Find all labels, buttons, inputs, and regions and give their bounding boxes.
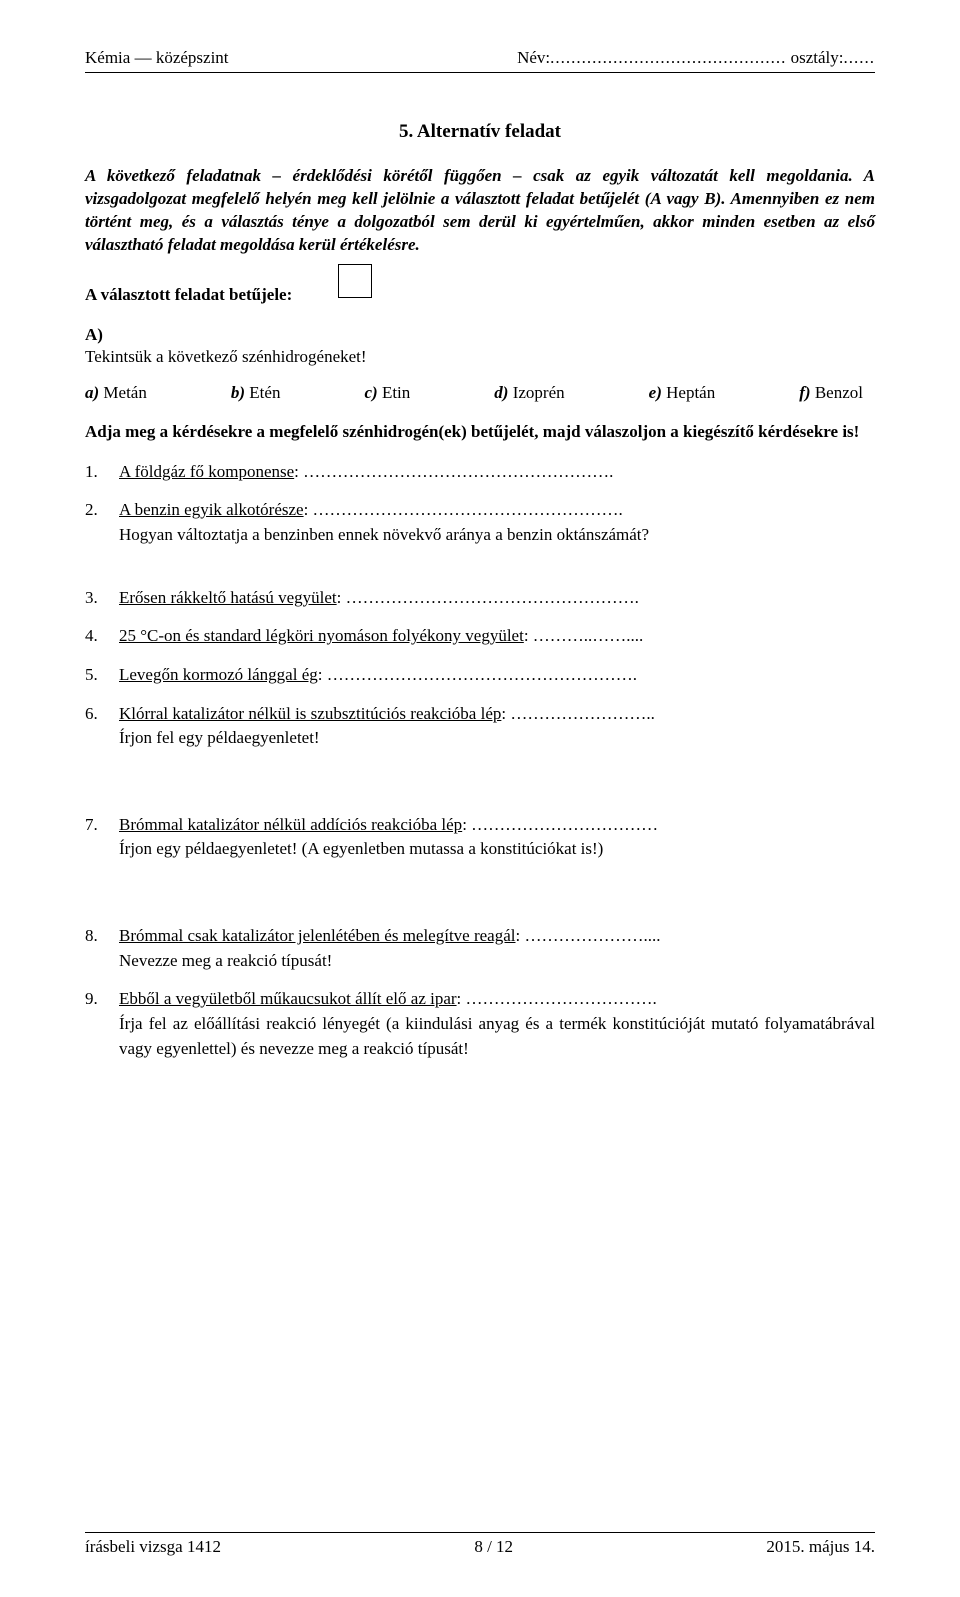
question-item: 5.Levegőn kormozó lánggal ég: …………………………… (85, 663, 875, 688)
question-extra: Nevezze meg a reakció típusát! (119, 951, 332, 970)
question-extra: Írjon fel egy példaegyenletet! (119, 728, 320, 747)
name-label: Név: (517, 48, 550, 67)
question-item: 2.A benzin egyik alkotórésze: …………………………… (85, 498, 875, 547)
question-item: 8.Brómmal csak katalizátor jelenlétében … (85, 924, 875, 973)
question-list: 1.A földgáz fő komponense: …………………………………… (85, 460, 875, 1062)
question-tail: : …………………………… (462, 815, 658, 834)
question-body: A földgáz fő komponense: ………………………………………… (119, 460, 875, 485)
question-underlined: A benzin egyik alkotórésze (119, 500, 304, 519)
question-underlined: Levegőn kormozó lánggal ég (119, 665, 318, 684)
question-underlined: Brómmal csak katalizátor jelenlétében és… (119, 926, 516, 945)
question-underlined: A földgáz fő komponense (119, 462, 294, 481)
question-item: 1.A földgáz fő komponense: …………………………………… (85, 460, 875, 485)
question-tail: : ………………….... (516, 926, 661, 945)
chosen-letter-row: A választott feladat betűjele: (85, 285, 875, 305)
question-item: 9.Ebből a vegyületből műkaucsukot állít … (85, 987, 875, 1061)
question-underlined: Ebből a vegyületből műkaucsukot állít el… (119, 989, 457, 1008)
question-body: Levegőn kormozó lánggal ég: ………………………………… (119, 663, 875, 688)
question-body: Erősen rákkeltő hatású vegyület: …………………… (119, 586, 875, 611)
class-label: osztály: (791, 48, 844, 67)
section-a-label: A) (85, 325, 875, 345)
question-extra: Írja fel az előállítási reakció lényegét… (119, 1014, 875, 1058)
option-d: d) Izoprén (494, 383, 564, 403)
question-body: A benzin egyik alkotórésze: ………………………………… (119, 498, 875, 547)
option-a: a) Metán (85, 383, 147, 403)
question-number: 7. (85, 813, 119, 862)
question-number: 9. (85, 987, 119, 1061)
options-row: a) Metán b) Etén c) Etin d) Izoprén e) H… (85, 383, 875, 403)
question-tail: : ……………………………. (457, 989, 657, 1008)
question-body: Brómmal csak katalizátor jelenlétében és… (119, 924, 875, 973)
chosen-letter-box[interactable] (338, 264, 372, 298)
question-underlined: Klórral katalizátor nélkül is szubsztitú… (119, 704, 501, 723)
question-body: 25 °C-on és standard légköri nyomáson fo… (119, 624, 875, 649)
option-e: e) Heptán (649, 383, 716, 403)
section-a-subtitle: Tekintsük a következő szénhidrogéneket! (85, 347, 875, 367)
footer-left: írásbeli vizsga 1412 (85, 1537, 221, 1557)
option-f: f) Benzol (799, 383, 863, 403)
question-item: 6.Klórral katalizátor nélkül is szubszti… (85, 702, 875, 751)
question-body: Brómmal katalizátor nélkül addíciós reak… (119, 813, 875, 862)
page-header: Kémia — középszint Név:.................… (85, 48, 875, 68)
question-number: 2. (85, 498, 119, 547)
option-c: c) Etin (364, 383, 410, 403)
question-extra: Írjon egy példaegyenletet! (A egyenletbe… (119, 839, 603, 858)
question-number: 3. (85, 586, 119, 611)
question-body: Ebből a vegyületből műkaucsukot állít el… (119, 987, 875, 1061)
question-number: 1. (85, 460, 119, 485)
question-tail: : ………………………………………………. (318, 665, 637, 684)
question-extra: Hogyan változtatja a benzinben ennek növ… (119, 525, 649, 544)
question-tail: : ……………………………………………. (337, 588, 639, 607)
footer-right: 2015. május 14. (766, 1537, 875, 1557)
question-tail: : …………………….. (501, 704, 654, 723)
question-underlined: Erősen rákkeltő hatású vegyület (119, 588, 337, 607)
question-tail: : ………………………………………………. (304, 500, 623, 519)
header-subject: Kémia — középszint (85, 48, 229, 68)
question-number: 6. (85, 702, 119, 751)
class-dots: ...... (844, 48, 876, 67)
task-title: 5. Alternatív feladat (85, 121, 875, 143)
question-item: 4.25 °C-on és standard légköri nyomáson … (85, 624, 875, 649)
option-b: b) Etén (231, 383, 281, 403)
question-number: 8. (85, 924, 119, 973)
question-item: 3.Erősen rákkeltő hatású vegyület: ……………… (85, 586, 875, 611)
question-underlined: Brómmal katalizátor nélkül addíciós reak… (119, 815, 462, 834)
question-body: Klórral katalizátor nélkül is szubsztitú… (119, 702, 875, 751)
footer-center: 8 / 12 (474, 1537, 513, 1557)
question-number: 5. (85, 663, 119, 688)
footer-rule (85, 1532, 875, 1533)
name-dots: ........................................… (550, 48, 786, 67)
question-tail: : ………..…….... (524, 626, 643, 645)
question-tail: : ………………………………………………. (294, 462, 613, 481)
chosen-letter-label: A választott feladat betűjele: (85, 285, 292, 305)
question-underlined: 25 °C-on és standard légköri nyomáson fo… (119, 626, 524, 645)
question-item: 7.Brómmal katalizátor nélkül addíciós re… (85, 813, 875, 862)
page-footer: írásbeli vizsga 1412 8 / 12 2015. május … (85, 1532, 875, 1557)
intro-paragraph: A következő feladatnak – érdeklődési kör… (85, 165, 875, 257)
instruction: Adja meg a kérdésekre a megfelelő szénhi… (85, 421, 875, 444)
question-number: 4. (85, 624, 119, 649)
header-name-class: Név:....................................… (517, 48, 875, 68)
